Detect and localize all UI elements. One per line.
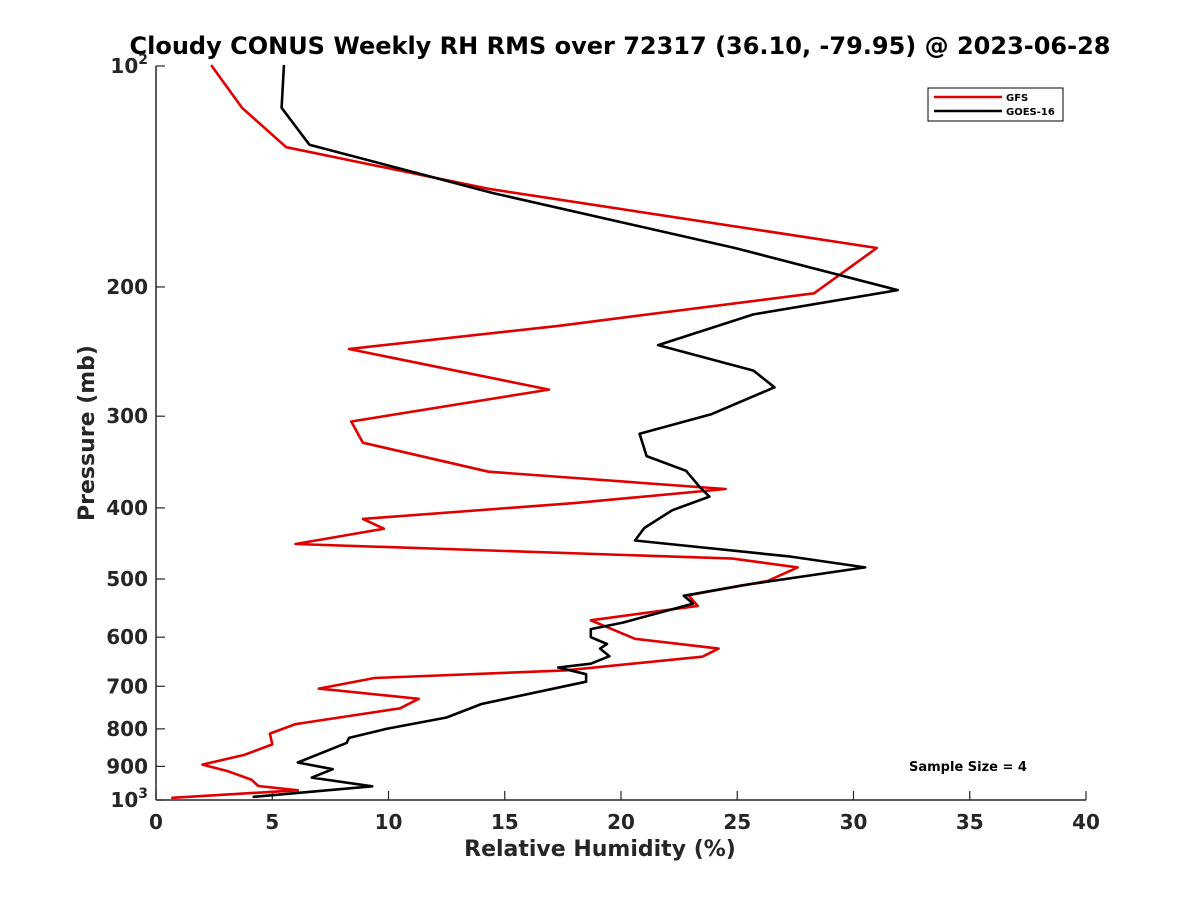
chart-title: Cloudy CONUS Weekly RH RMS over 72317 (3… [130, 32, 1111, 60]
y-tick-label: 900 [106, 754, 148, 778]
x-tick-label: 0 [149, 810, 163, 834]
x-tick-label: 30 [840, 810, 868, 834]
plot-area: 0 5 10 15 20 25 30 35 40 10220030040050060070080… [106, 52, 1100, 834]
y-tick-label: 102 [110, 52, 148, 78]
y-tick-label: 200 [106, 275, 148, 299]
y-tick-label: 300 [106, 404, 148, 428]
x-axis-label: Relative Humidity (%) [464, 837, 736, 862]
x-tick-label: 25 [723, 810, 751, 834]
y-tick-label-base: 10 [110, 788, 138, 812]
y-tick-label: 600 [106, 625, 148, 649]
x-axis-ticks: 0 5 10 15 20 25 30 35 40 [149, 791, 1100, 834]
y-tick-label: 500 [106, 567, 148, 591]
y-tick-label: 800 [106, 717, 148, 741]
series-line-goes16 [252, 64, 900, 799]
legend-box [927, 87, 1064, 122]
y-tick-label: 400 [106, 496, 148, 520]
sample-size-annotation: Sample Size = 4 [909, 760, 1027, 775]
x-tick-label: 20 [607, 810, 635, 834]
y-axis-label: Pressure (mb) [75, 345, 100, 521]
legend-label-goes16: GOES-16 [1006, 107, 1055, 118]
y-tick-label: 103 [110, 786, 148, 812]
legend-label-gfs: GFS [1006, 93, 1028, 104]
x-tick-label: 15 [491, 810, 519, 834]
x-tick-label: 5 [265, 810, 279, 834]
y-tick-label: 700 [106, 674, 148, 698]
y-tick-label-exponent: 2 [138, 52, 148, 68]
series-layer [171, 64, 900, 800]
x-tick-label: 35 [956, 810, 984, 834]
y-tick-label-base: 10 [110, 54, 138, 78]
x-tick-label: 40 [1072, 810, 1100, 834]
y-tick-label-exponent: 3 [138, 786, 148, 802]
legend: GFS GOES-16 [927, 87, 1064, 122]
x-tick-label: 10 [375, 810, 403, 834]
